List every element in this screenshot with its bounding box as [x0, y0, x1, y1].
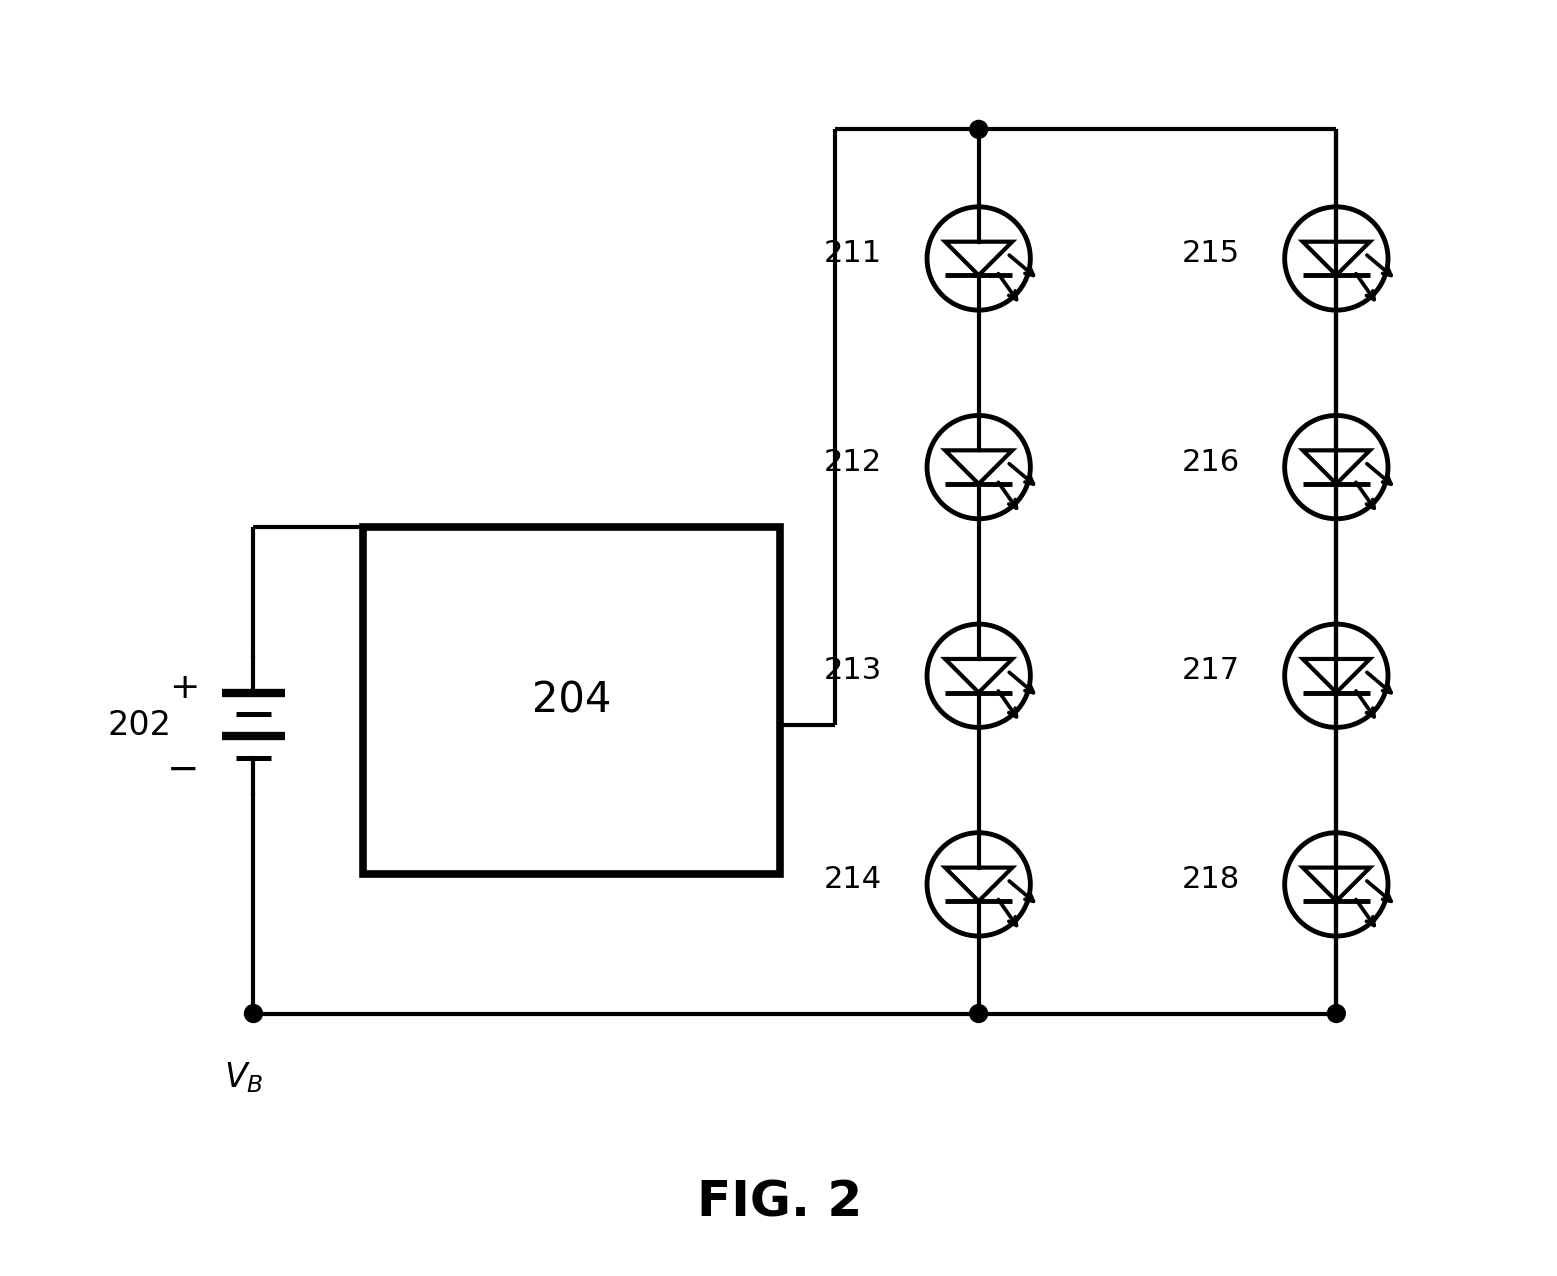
Text: 202: 202 — [107, 709, 171, 741]
Text: +: + — [170, 671, 199, 704]
Text: FIG. 2: FIG. 2 — [698, 1178, 863, 1226]
Bar — [363, 527, 780, 874]
Circle shape — [970, 1004, 987, 1022]
Text: 215: 215 — [1182, 239, 1239, 268]
Text: $V_B$: $V_B$ — [224, 1060, 263, 1096]
Text: 213: 213 — [824, 656, 883, 685]
Text: 211: 211 — [824, 239, 883, 268]
Text: 218: 218 — [1182, 865, 1239, 894]
Circle shape — [244, 1004, 263, 1022]
Text: 214: 214 — [824, 865, 883, 894]
Text: 216: 216 — [1182, 448, 1239, 477]
Text: 204: 204 — [531, 680, 610, 722]
Text: −: − — [167, 752, 199, 789]
Text: 217: 217 — [1182, 656, 1239, 685]
Circle shape — [1328, 1004, 1345, 1022]
Text: 212: 212 — [824, 448, 883, 477]
Circle shape — [970, 120, 987, 138]
